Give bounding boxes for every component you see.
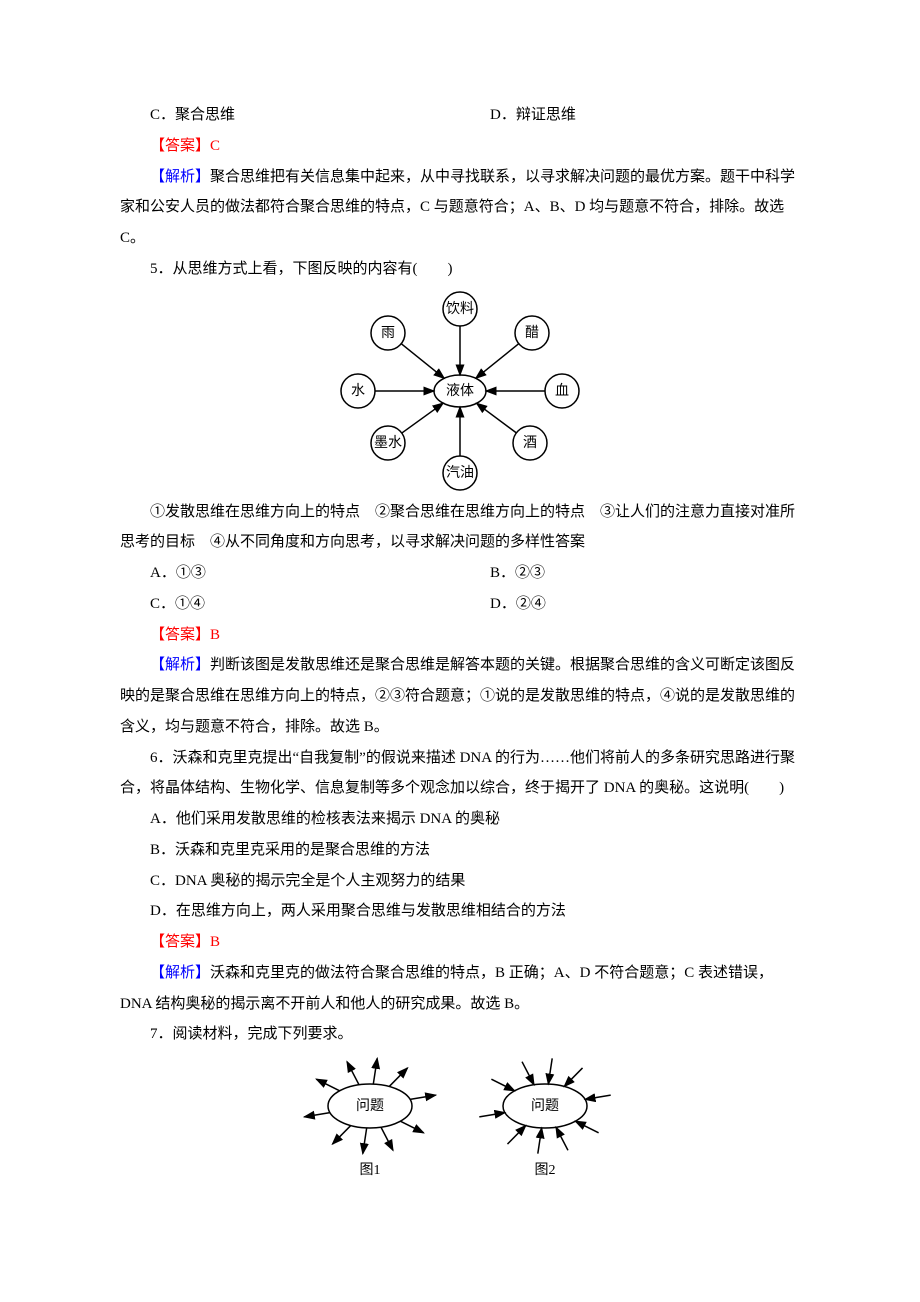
q7-stem: 7．阅读材料，完成下列要求。: [120, 1019, 800, 1050]
q-prev-answer: 【答案】C: [120, 131, 800, 162]
q6-analysis: 【解析】沃森和克里克的做法符合聚合思维的特点，B 正确；A、D 不符合题意；C …: [120, 958, 800, 1020]
answer-label: 【答案】: [150, 934, 210, 950]
q6-opt-b: B．沃森和克里克采用的是聚合思维的方法: [120, 835, 800, 866]
analysis-text: 判断该图是发散思维还是聚合思维是解答本题的关键。根据聚合思维的含义可断定该图反映…: [120, 657, 795, 735]
q-prev-options-row: C．聚合思维 D．辩证思维: [120, 100, 800, 131]
q7-fig1-label: 图1: [360, 1163, 381, 1178]
svg-text:液体: 液体: [446, 383, 474, 399]
q7-fig2-label: 图2: [535, 1163, 556, 1178]
analysis-label: 【解析】: [150, 657, 210, 673]
analysis-label: 【解析】: [150, 169, 210, 185]
q7-fig2-center: 问题: [531, 1098, 559, 1114]
q5-opt-a: A．①③: [120, 558, 460, 589]
q6-opt-c: C．DNA 奥秘的揭示完全是个人主观努力的结果: [120, 866, 800, 897]
q-prev-option-c: C．聚合思维: [120, 100, 460, 131]
document-page: C．聚合思维 D．辩证思维 【答案】C 【解析】聚合思维把有关信息集中起来，从中…: [0, 0, 920, 1252]
svg-text:水: 水: [351, 383, 365, 399]
answer-value: B: [210, 934, 220, 950]
svg-text:醋: 醋: [525, 325, 539, 341]
q7-diagram: 问题 问题 图1 图2: [280, 1056, 640, 1186]
q5-answer: 【答案】B: [120, 620, 800, 651]
q7-diagram-wrapper: 问题 问题 图1 图2: [120, 1056, 800, 1186]
q6-opt-d: D．在思维方向上，两人采用聚合思维与发散思维相结合的方法: [120, 896, 800, 927]
q5-diagram: 液体 饮料醋血酒汽油 墨水 水 雨: [330, 291, 590, 491]
q5-opts-row1: A．①③ B．②③: [120, 558, 800, 589]
svg-text:饮料: 饮料: [446, 301, 474, 317]
answer-label: 【答案】: [150, 138, 210, 154]
svg-text:酒: 酒: [523, 435, 537, 451]
q6-stem: 6．沃森和克里克提出“自我复制”的假说来描述 DNA 的行为……他们将前人的多条…: [120, 743, 800, 805]
q5-opt-d: D．②④: [460, 589, 800, 620]
q-prev-option-d: D．辩证思维: [460, 100, 800, 131]
analysis-text: 沃森和克里克的做法符合聚合思维的特点，B 正确；A、D 不符合题意；C 表述错误…: [120, 965, 773, 1012]
q-prev-analysis: 【解析】聚合思维把有关信息集中起来，从中寻找联系，以寻求解决问题的最优方案。题干…: [120, 162, 800, 254]
q5-stem: 5．从思维方式上看，下图反映的内容有( ): [120, 254, 800, 285]
q5-diagram-wrapper: 液体 饮料醋血酒汽油 墨水 水 雨: [120, 291, 800, 491]
answer-label: 【答案】: [150, 627, 210, 643]
q5-analysis: 【解析】判断该图是发散思维还是聚合思维是解答本题的关键。根据聚合思维的含义可断定…: [120, 650, 800, 742]
answer-value: B: [210, 627, 220, 643]
svg-text:雨: 雨: [381, 326, 395, 341]
svg-text:墨水: 墨水: [374, 435, 402, 451]
analysis-text: 聚合思维把有关信息集中起来，从中寻找联系，以寻求解决问题的最优方案。题干中科学家…: [120, 169, 795, 247]
svg-text:汽油: 汽油: [446, 465, 474, 481]
svg-text:血: 血: [555, 383, 569, 399]
analysis-label: 【解析】: [150, 965, 210, 981]
q5-statements: ①发散思维在思维方向上的特点 ②聚合思维在思维方向上的特点 ③让人们的注意力直接…: [120, 497, 800, 559]
q5-opt-c: C．①④: [120, 589, 460, 620]
q6-answer: 【答案】B: [120, 927, 800, 958]
q5-opt-b: B．②③: [460, 558, 800, 589]
answer-value: C: [210, 138, 220, 154]
q5-opts-row2: C．①④ D．②④: [120, 589, 800, 620]
q6-opt-a: A．他们采用发散思维的检核表法来揭示 DNA 的奥秘: [120, 804, 800, 835]
q7-fig1-center: 问题: [356, 1098, 384, 1114]
